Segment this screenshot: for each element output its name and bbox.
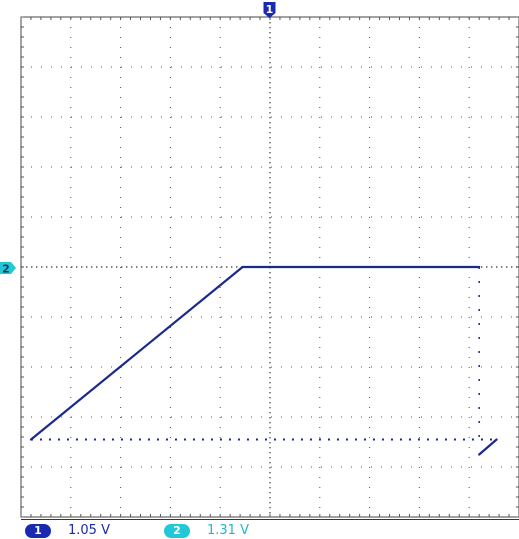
channel-markers: 1 2 — [0, 2, 276, 276]
ch2-position-marker[interactable]: 2 — [0, 262, 16, 276]
ch2-marker-label: 2 — [2, 263, 10, 276]
ch1-position-marker[interactable]: 1 — [263, 2, 276, 18]
ch2-badge[interactable]: 2 — [164, 524, 190, 538]
trace-series-1 — [29, 265, 481, 441]
ch1-badge[interactable]: 1 — [25, 524, 51, 538]
ch1-scale: 1.05 V — [68, 523, 110, 538]
channel-status-bar: 1 1.05 V 2 1.31 V — [21, 519, 519, 538]
ch1-marker-label: 1 — [266, 3, 274, 16]
ch2-scale: 1.31 V — [207, 523, 249, 538]
trace-series-2 — [478, 438, 498, 456]
trace-layer — [29, 265, 498, 456]
